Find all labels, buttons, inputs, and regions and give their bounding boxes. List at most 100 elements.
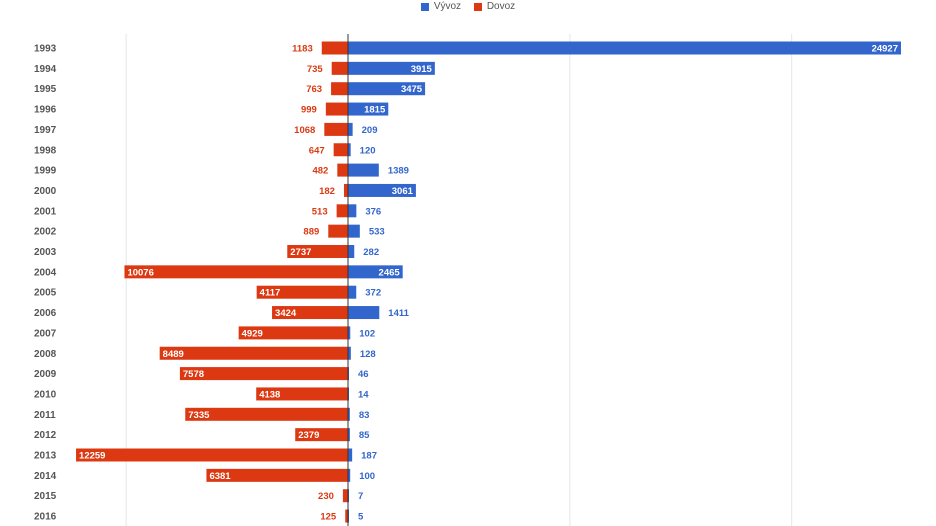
bar-export-2009[interactable] — [348, 367, 350, 381]
bar-export-2014[interactable] — [348, 468, 351, 482]
year-label: 2010 — [34, 389, 57, 400]
year-label: 2003 — [34, 247, 57, 258]
value-label-export-2011: 83 — [359, 410, 370, 421]
bar-export-1994[interactable] — [348, 61, 435, 75]
bar-import-2011[interactable] — [185, 407, 348, 421]
year-label: 2016 — [34, 512, 57, 523]
year-label: 2000 — [34, 186, 57, 197]
value-label-import-2016: 125 — [320, 512, 337, 523]
year-label: 2011 — [34, 410, 56, 421]
legend-label-export: Vývoz — [433, 1, 462, 12]
bar-export-1995[interactable] — [348, 82, 426, 96]
value-label-import-2001: 513 — [312, 206, 328, 217]
bar-import-2010[interactable] — [256, 387, 348, 401]
bar-import-2014[interactable] — [206, 468, 348, 482]
bar-import-2007[interactable] — [238, 326, 348, 340]
value-label-import-2013: 12259 — [79, 451, 105, 462]
value-label-export-1996: 1815 — [364, 105, 386, 116]
value-label-import-2014: 6381 — [209, 471, 231, 482]
year-label: 1997 — [34, 125, 57, 136]
value-label-export-2010: 14 — [358, 389, 369, 400]
value-label-import-2003: 2737 — [290, 247, 311, 258]
bar-export-1996[interactable] — [348, 102, 389, 116]
value-label-export-2000: 3061 — [392, 186, 414, 197]
bar-export-2013[interactable] — [348, 448, 353, 462]
value-label-export-1993: 24927 — [872, 44, 898, 55]
value-label-export-1994: 3915 — [411, 64, 433, 75]
bar-export-2012[interactable] — [348, 428, 350, 442]
bar-import-2000[interactable] — [343, 183, 348, 197]
value-label-export-2014: 100 — [359, 471, 375, 482]
legend-item-import[interactable]: Dovoz — [473, 1, 516, 12]
bar-import-2003[interactable] — [287, 245, 348, 258]
bar-import-2009[interactable] — [179, 367, 348, 381]
bar-import-1996[interactable] — [325, 102, 348, 116]
value-label-export-2009: 46 — [358, 369, 369, 380]
bar-export-2005[interactable] — [348, 285, 357, 299]
bar-import-1999[interactable] — [337, 163, 348, 177]
bar-export-2007[interactable] — [348, 326, 351, 340]
year-label: 1998 — [34, 145, 57, 156]
bar-import-2012[interactable] — [295, 428, 348, 442]
legend-label-import: Dovoz — [486, 1, 516, 12]
value-label-export-2013: 187 — [361, 451, 377, 462]
year-label: 2012 — [34, 430, 57, 441]
year-label: 1999 — [34, 166, 57, 177]
year-label: 2008 — [34, 349, 57, 360]
year-label: 1993 — [34, 44, 57, 55]
bar-import-1993[interactable] — [321, 41, 348, 55]
value-label-export-1995: 3475 — [401, 84, 423, 95]
bar-import-2008[interactable] — [159, 346, 348, 360]
bar-import-2006[interactable] — [272, 306, 348, 320]
value-label-import-1996: 999 — [301, 105, 317, 116]
bar-export-2002[interactable] — [348, 224, 360, 238]
legend-swatch-import — [473, 2, 482, 11]
value-label-export-1999: 1389 — [388, 166, 409, 177]
bar-import-1997[interactable] — [324, 122, 348, 136]
bar-export-1998[interactable] — [348, 143, 351, 157]
value-label-export-2015: 7 — [358, 491, 363, 502]
legend-swatch-export — [420, 2, 429, 11]
year-label: 2005 — [34, 288, 57, 299]
bar-export-2003[interactable] — [348, 245, 355, 258]
value-label-import-2012: 2379 — [298, 430, 319, 441]
bar-export-2008[interactable] — [348, 346, 351, 360]
value-label-export-1998: 120 — [360, 145, 376, 156]
bar-export-2000[interactable] — [348, 183, 416, 197]
value-label-export-2003: 282 — [363, 247, 379, 258]
year-label: 1996 — [34, 105, 57, 116]
year-label: 2013 — [34, 451, 57, 462]
legend: Vývoz Dovoz — [0, 1, 936, 14]
value-label-import-2005: 4117 — [260, 288, 281, 299]
value-label-import-2007: 4929 — [242, 328, 263, 339]
bar-import-1994[interactable] — [331, 61, 348, 75]
bar-import-2002[interactable] — [328, 224, 348, 238]
value-label-import-2009: 7578 — [183, 369, 204, 380]
year-label: 1994 — [34, 64, 57, 75]
year-label: 2006 — [34, 308, 57, 319]
bar-import-2004[interactable] — [124, 265, 349, 279]
bar-export-1997[interactable] — [348, 122, 353, 136]
bar-export-2001[interactable] — [348, 204, 357, 218]
value-label-export-2005: 372 — [365, 288, 381, 299]
bar-export-1993[interactable] — [348, 41, 901, 55]
bar-import-2001[interactable] — [336, 204, 348, 218]
value-label-import-2008: 8489 — [163, 349, 184, 360]
bar-import-2005[interactable] — [256, 285, 348, 299]
bar-import-1995[interactable] — [331, 82, 348, 96]
value-label-export-2012: 85 — [359, 430, 370, 441]
bar-import-2015[interactable] — [342, 489, 348, 503]
value-label-export-2004: 2465 — [379, 267, 401, 278]
bar-import-1998[interactable] — [333, 143, 348, 157]
bar-export-2004[interactable] — [348, 265, 403, 279]
year-label: 2015 — [34, 491, 57, 502]
legend-item-export[interactable]: Vývoz — [420, 1, 462, 12]
value-label-export-2016: 5 — [358, 512, 364, 523]
bar-export-2006[interactable] — [348, 306, 380, 320]
bar-import-2013[interactable] — [76, 448, 348, 462]
bar-export-2011[interactable] — [348, 407, 350, 421]
bar-export-1999[interactable] — [348, 163, 379, 177]
bar-import-2016[interactable] — [345, 509, 348, 523]
value-label-import-2011: 7335 — [188, 410, 210, 421]
